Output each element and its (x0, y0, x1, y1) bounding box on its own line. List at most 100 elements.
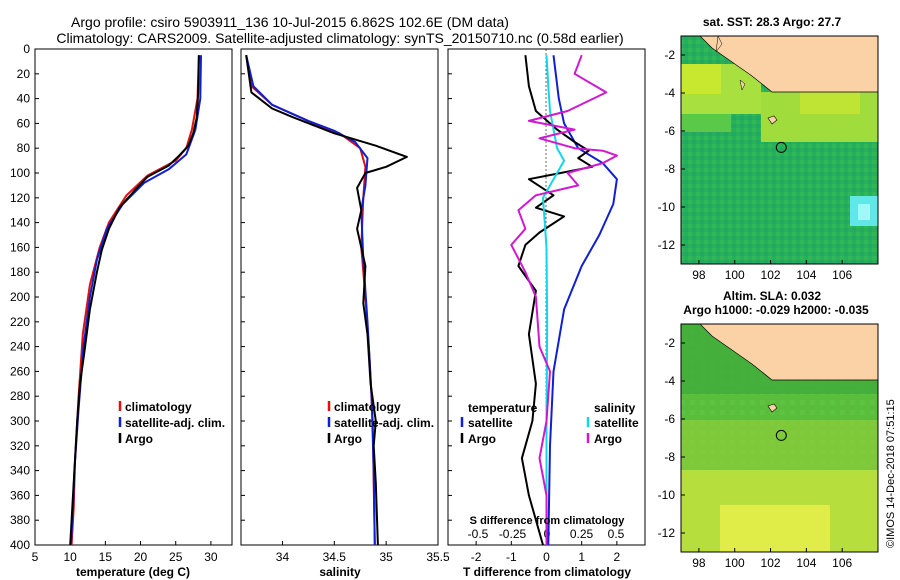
lat-tick-label: -10 (658, 488, 676, 502)
legend-label-sal-satellite: satellite (594, 416, 639, 430)
imos-credit: ©IMOS 14-Dec-2018 07:51:15 (885, 399, 897, 548)
depth-tick-label: 180 (10, 265, 30, 279)
depth-tick-label: 200 (10, 290, 30, 304)
depth-tick-label: 120 (10, 191, 30, 205)
sla-map-axes: 98 100 102 104 106 -2 -4 -6 -8 -10 -12 (658, 336, 853, 570)
legend-label-satellite: satellite-adj. clim. (334, 416, 434, 430)
sla-map-image (681, 324, 878, 552)
sst-map-image (681, 36, 878, 264)
series-line-temperature-argo (517, 55, 594, 546)
s-difference-label: S difference from climatology (470, 515, 626, 527)
series-line-satellite (245, 54, 376, 546)
legend-label-satellite: satellite-adj. clim. (125, 416, 225, 430)
s-diff-tick-label: 0.5 (608, 527, 625, 541)
legend-label-argo: Argo (125, 432, 153, 446)
s-diff-tick-label: -0.5 (468, 527, 489, 541)
depth-tick-label: 20 (17, 67, 31, 81)
lat-tick-label: -2 (664, 48, 675, 62)
depth-axis: 0 20 40 60 80 100 120 140 160 180 200 220 240 260 280 3… (10, 42, 452, 552)
lat-tick-label: -8 (664, 162, 675, 176)
x-tick-label: 34.5 (323, 550, 347, 564)
x-tick-label: 25 (169, 550, 183, 564)
header-line-1: Argo profile: csiro 5903911_136 10-Jul-2… (71, 14, 509, 30)
sst-argo-marker (775, 141, 787, 153)
series-line-satellite (69, 55, 202, 546)
legend-label-climatology: climatology (125, 400, 192, 414)
difference-legend: temperature satellite Argo salinity sate… (460, 401, 639, 446)
legend-title-temperature: temperature (468, 401, 538, 415)
depth-tick-label: 0 (23, 42, 30, 56)
depth-tick-label: 380 (10, 513, 30, 527)
lat-tick-label: -6 (664, 124, 675, 138)
x-tick-label: 30 (204, 550, 218, 564)
depth-tick-label: 260 (10, 364, 30, 378)
series-line-salinity-satellite (542, 55, 566, 545)
lat-tick-label: -12 (658, 238, 676, 252)
x-tick-label: -2 (471, 550, 482, 564)
sla-argo-marker (775, 429, 787, 441)
temperature-legend: climatology satellite-adj. clim. Argo (118, 400, 225, 446)
lon-tick-label: 104 (796, 268, 816, 282)
series-line-salinity-argo (510, 54, 618, 545)
temperature-x-axis: 5 10 15 20 25 30 (32, 541, 218, 564)
lon-tick-label: 106 (832, 556, 852, 570)
depth-tick-label: 40 (17, 92, 31, 106)
depth-tick-label: 280 (10, 389, 30, 403)
lon-tick-label: 102 (761, 268, 781, 282)
lat-tick-label: -8 (664, 450, 675, 464)
lat-tick-label: -6 (664, 412, 675, 426)
depth-tick-label: 240 (10, 340, 30, 354)
header-line-2: Climatology: CARS2009. Satellite-adjuste… (56, 30, 623, 46)
lon-tick-label: 100 (725, 556, 745, 570)
salinity-axis-label: salinity (319, 565, 361, 579)
lat-tick-label: -4 (664, 374, 675, 388)
lon-tick-label: 102 (761, 556, 781, 570)
salinity-legend: climatology satellite-adj. clim. Argo (327, 400, 434, 446)
series-line-temperature-satellite (547, 55, 618, 546)
x-tick-label: 34 (276, 550, 290, 564)
lat-tick-label: -2 (664, 336, 675, 350)
lat-tick-label: -4 (664, 86, 675, 100)
difference-axis-label: T difference from climatology (463, 565, 631, 579)
series-line-climatology (245, 55, 376, 546)
salinity-panel (240, 48, 439, 546)
x-tick-label: 10 (63, 550, 77, 564)
legend-label-climatology: climatology (334, 400, 401, 414)
depth-tick-label: 140 (10, 216, 30, 230)
depth-tick-label: 160 (10, 240, 30, 254)
s-diff-tick-label: 0.25 (570, 527, 594, 541)
depth-tick-label: 60 (17, 116, 31, 130)
sla-map-subtitle: Argo h1000: -0.029 h2000: -0.035 (683, 303, 869, 317)
lon-tick-label: 104 (796, 556, 816, 570)
legend-label-sal-argo: Argo (594, 432, 622, 446)
depth-tick-label: 400 (10, 538, 30, 552)
sst-map-title: sat. SST: 28.3 Argo: 27.7 (703, 15, 842, 29)
x-tick-label: 0 (543, 550, 550, 564)
x-tick-label: 1 (578, 550, 585, 564)
s-diff-tick-label: -0.25 (499, 527, 527, 541)
x-tick-label: 20 (134, 550, 148, 564)
lon-tick-label: 100 (725, 268, 745, 282)
lon-tick-label: 106 (832, 268, 852, 282)
depth-tick-label: 320 (10, 439, 30, 453)
depth-tick-label: 220 (10, 315, 30, 329)
temperature-axis-label: temperature (deg C) (76, 565, 190, 579)
sst-map-axes: 98 100 102 104 106 -2 -4 -6 -8 -10 -12 (658, 48, 853, 282)
lat-tick-label: -12 (658, 526, 676, 540)
x-tick-label: 15 (99, 550, 113, 564)
series-line-argo (245, 55, 408, 546)
salinity-series (245, 54, 408, 546)
sla-map-title: Altim. SLA: 0.032 (723, 289, 821, 303)
legend-label-argo: Argo (334, 432, 362, 446)
x-tick-label: 35.5 (426, 550, 450, 564)
salinity-x-axis: 34 34.5 35 35.5 (276, 541, 450, 564)
lat-tick-label: -10 (658, 200, 676, 214)
salinity-difference-axis: -0.5 -0.25 0 0.25 0.5 (468, 527, 625, 541)
legend-title-salinity: salinity (594, 401, 636, 415)
sst-map-frame (680, 35, 879, 265)
x-tick-label: 35 (379, 550, 393, 564)
sla-map-frame (680, 323, 879, 553)
depth-tick-label: 340 (10, 464, 30, 478)
legend-label-temp-satellite: satellite (468, 416, 513, 430)
